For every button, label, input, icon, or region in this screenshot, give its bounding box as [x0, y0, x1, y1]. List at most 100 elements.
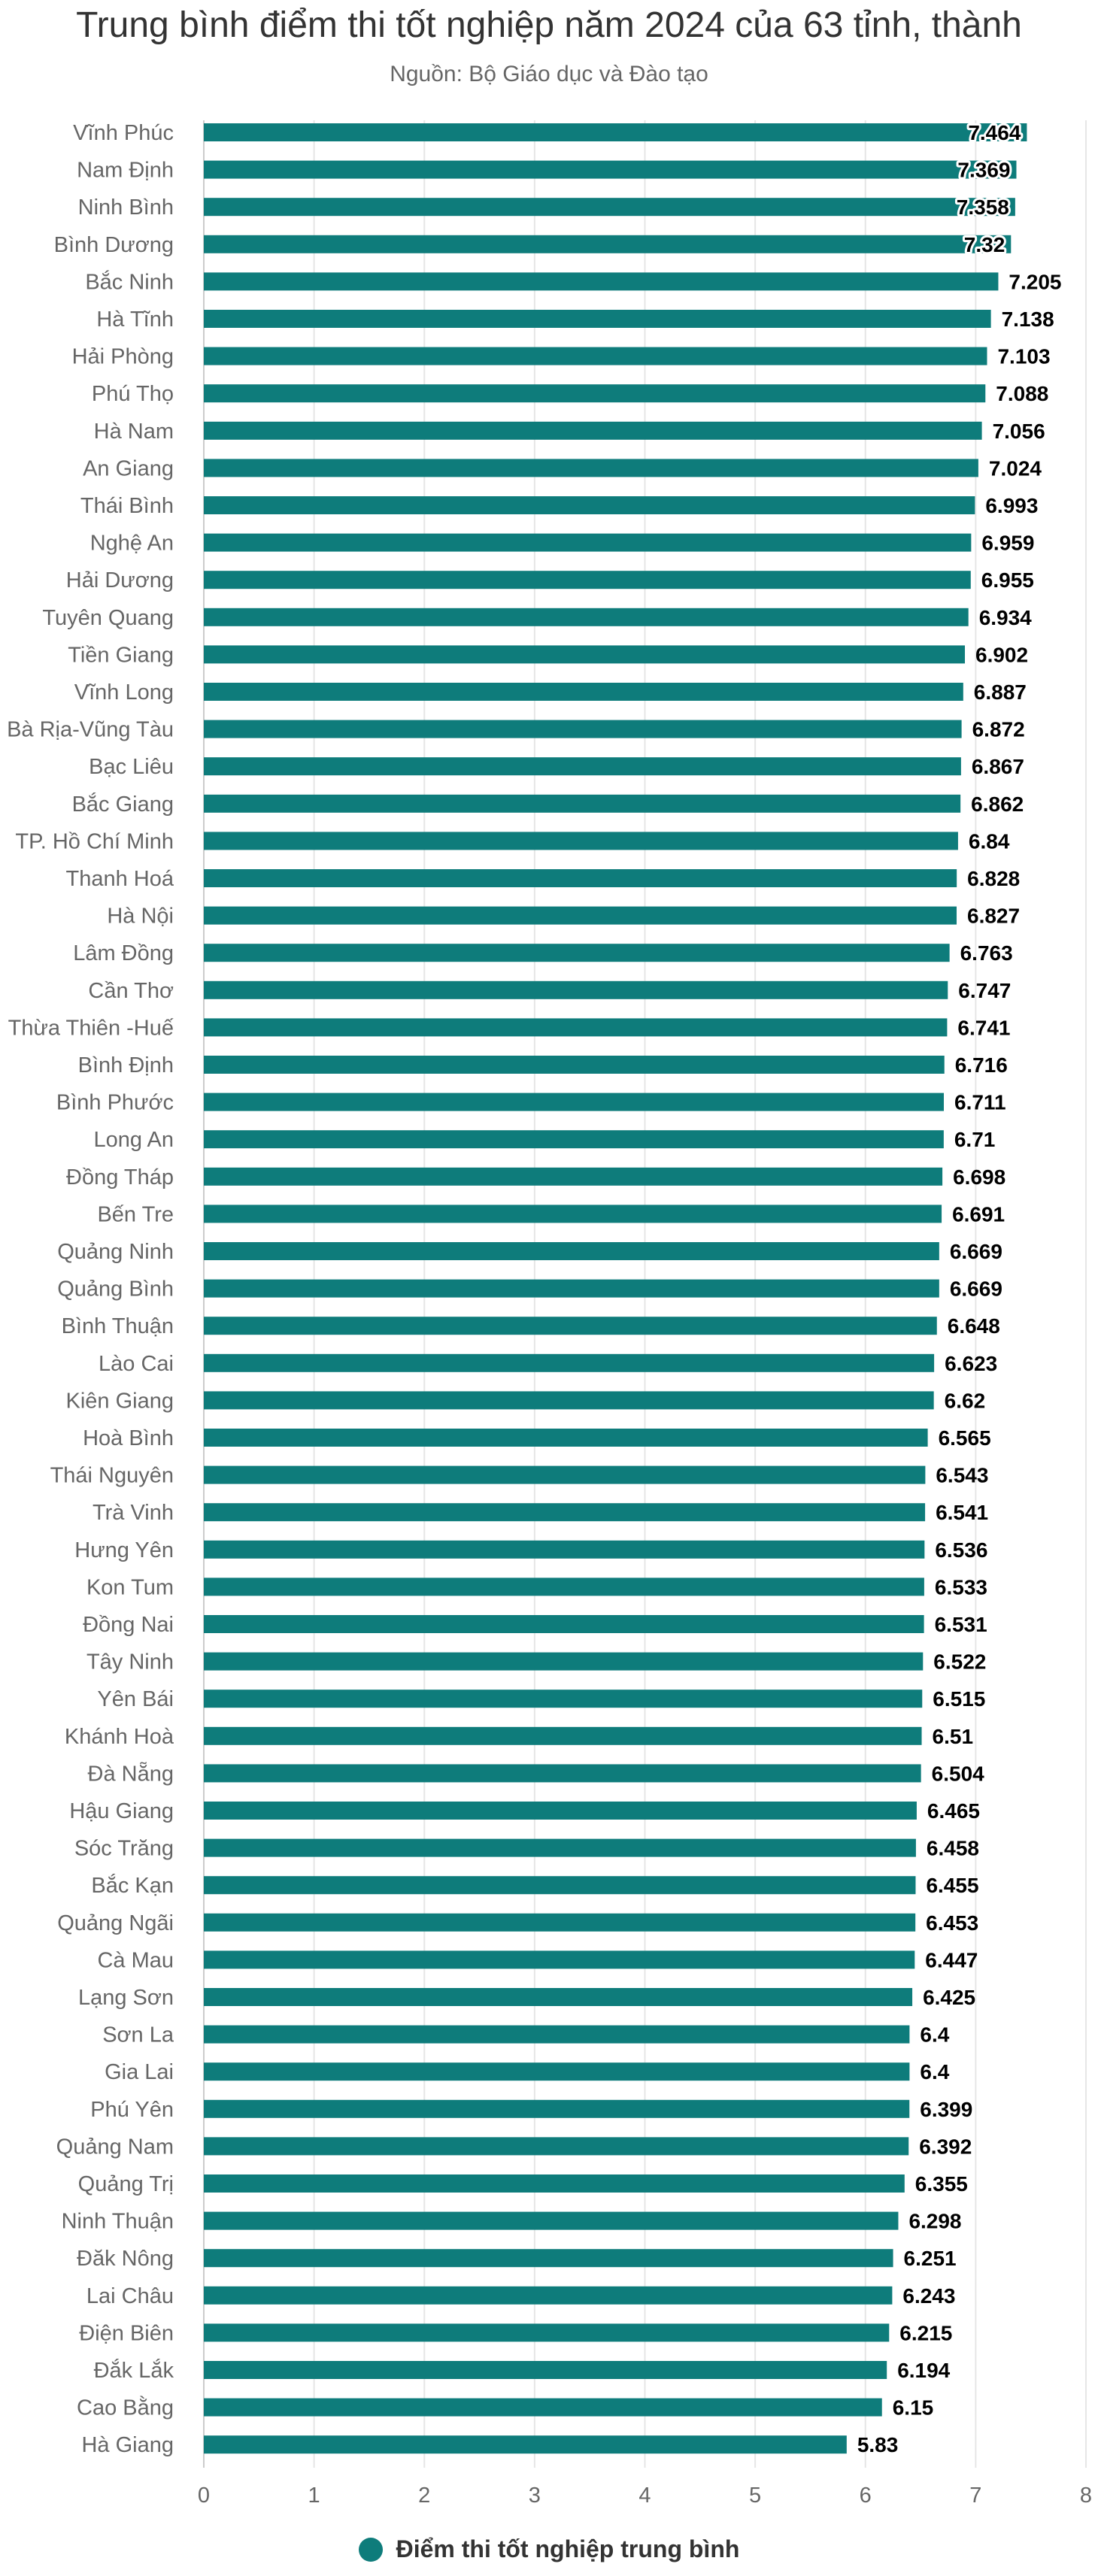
bar[interactable]	[204, 1317, 937, 1335]
category-label: Kon Tum	[86, 1575, 174, 1599]
bar[interactable]	[204, 1726, 922, 1745]
bar[interactable]	[204, 1988, 913, 2006]
chart-title: Trung bình điểm thi tốt nghiệp năm 2024 …	[76, 5, 1022, 45]
bar[interactable]	[204, 533, 972, 552]
data-label: 6.541	[936, 1501, 988, 1524]
bar[interactable]	[204, 2249, 893, 2268]
category-label: Đà Nẵng	[88, 1761, 174, 1786]
category-label: Quảng Trị	[78, 2172, 174, 2196]
bar[interactable]	[204, 1167, 943, 1186]
bar[interactable]	[204, 347, 987, 365]
bar[interactable]	[204, 683, 963, 701]
bar[interactable]	[204, 2099, 910, 2118]
x-tick-label: 5	[749, 2484, 761, 2508]
bar[interactable]	[204, 421, 982, 440]
category-label: TP. Hồ Chí Minh	[15, 829, 174, 853]
bar[interactable]	[204, 906, 957, 925]
data-label: 6.867	[972, 755, 1024, 778]
bar[interactable]	[204, 944, 950, 962]
bar[interactable]	[204, 2025, 910, 2044]
bar[interactable]	[204, 2435, 847, 2454]
x-tick-label: 0	[198, 2484, 210, 2508]
bar[interactable]	[204, 757, 961, 776]
data-label: 6.447	[925, 1948, 978, 1971]
data-label: 6.194	[897, 2359, 950, 2382]
category-label: Bắc Giang	[72, 792, 174, 817]
bar[interactable]	[204, 1876, 916, 1895]
bar[interactable]	[204, 384, 986, 403]
bar[interactable]	[204, 571, 971, 589]
bar[interactable]	[204, 1018, 948, 1037]
category-label: Tây Ninh	[86, 1650, 174, 1674]
bar[interactable]	[204, 310, 991, 328]
data-label: 6.4	[920, 2023, 949, 2047]
bar[interactable]	[204, 272, 999, 291]
bar[interactable]	[204, 832, 958, 850]
bar[interactable]	[204, 1577, 924, 1596]
bar[interactable]	[204, 2211, 899, 2230]
bar[interactable]	[204, 645, 966, 664]
bar[interactable]	[204, 980, 948, 999]
bar[interactable]	[204, 1950, 915, 1969]
bar[interactable]	[204, 2137, 909, 2156]
category-label: Hưng Yên	[74, 1538, 174, 1562]
category-label: Bình Phước	[56, 1091, 174, 1115]
bar[interactable]	[204, 1205, 942, 1223]
category-label: Phú Yên	[90, 2098, 174, 2122]
data-label: 6.504	[932, 1762, 984, 1785]
bar[interactable]	[204, 2398, 882, 2417]
bar[interactable]	[204, 869, 957, 887]
data-label: 6.902	[975, 643, 1028, 666]
bar[interactable]	[204, 1279, 939, 1298]
data-label: 6.872	[972, 718, 1025, 741]
x-tick-label: 6	[860, 2484, 872, 2508]
bar[interactable]	[204, 123, 1027, 141]
bar[interactable]	[204, 1242, 939, 1260]
data-label: 7.103	[997, 345, 1050, 368]
data-label: 6.399	[920, 2098, 972, 2121]
bar[interactable]	[204, 794, 961, 813]
category-label: Ninh Bình	[78, 195, 174, 220]
bar[interactable]	[204, 1913, 916, 1932]
bar[interactable]	[204, 2323, 890, 2342]
bar[interactable]	[204, 496, 975, 514]
bar[interactable]	[204, 1802, 917, 1820]
category-label: Cần Thơ	[88, 979, 174, 1003]
data-label: 6.215	[899, 2321, 952, 2344]
bar[interactable]	[204, 1615, 924, 1633]
bar[interactable]	[204, 1130, 944, 1149]
bar[interactable]	[204, 1056, 945, 1074]
bar[interactable]	[204, 1429, 928, 1447]
bar[interactable]	[204, 1838, 916, 1857]
bar[interactable]	[204, 1690, 923, 1708]
category-label: Bạc Liêu	[89, 755, 174, 779]
bar[interactable]	[204, 1391, 934, 1410]
category-label: Cà Mau	[97, 1948, 174, 1972]
bar[interactable]	[204, 608, 969, 626]
bar[interactable]	[204, 235, 1012, 253]
category-label: Tuyên Quang	[42, 606, 174, 630]
data-label: 6.648	[948, 1314, 1000, 1338]
category-label: Vĩnh Long	[74, 680, 174, 705]
data-label: 6.62	[945, 1389, 986, 1412]
bar[interactable]	[204, 1093, 945, 1111]
bar[interactable]	[204, 1503, 926, 1522]
bar[interactable]	[204, 1465, 926, 1484]
category-label: Thừa Thiên -Huế	[8, 1016, 174, 1040]
bar[interactable]	[204, 459, 978, 477]
data-label: 6.711	[954, 1091, 1006, 1114]
bar[interactable]	[204, 720, 962, 738]
bar[interactable]	[204, 1540, 925, 1559]
legend[interactable]: Điểm thi tốt nghiệp trung bình	[0, 2535, 1098, 2563]
bar[interactable]	[204, 2062, 910, 2081]
bar[interactable]	[204, 198, 1015, 217]
bar[interactable]	[204, 2286, 893, 2305]
data-label: 6.691	[952, 1202, 1005, 1226]
bar[interactable]	[204, 1764, 921, 1783]
bar[interactable]	[204, 2174, 905, 2193]
category-label: Điện Biên	[79, 2321, 174, 2345]
bar[interactable]	[204, 2361, 887, 2379]
bar[interactable]	[204, 1652, 924, 1671]
bar[interactable]	[204, 160, 1017, 179]
bar[interactable]	[204, 1353, 935, 1372]
